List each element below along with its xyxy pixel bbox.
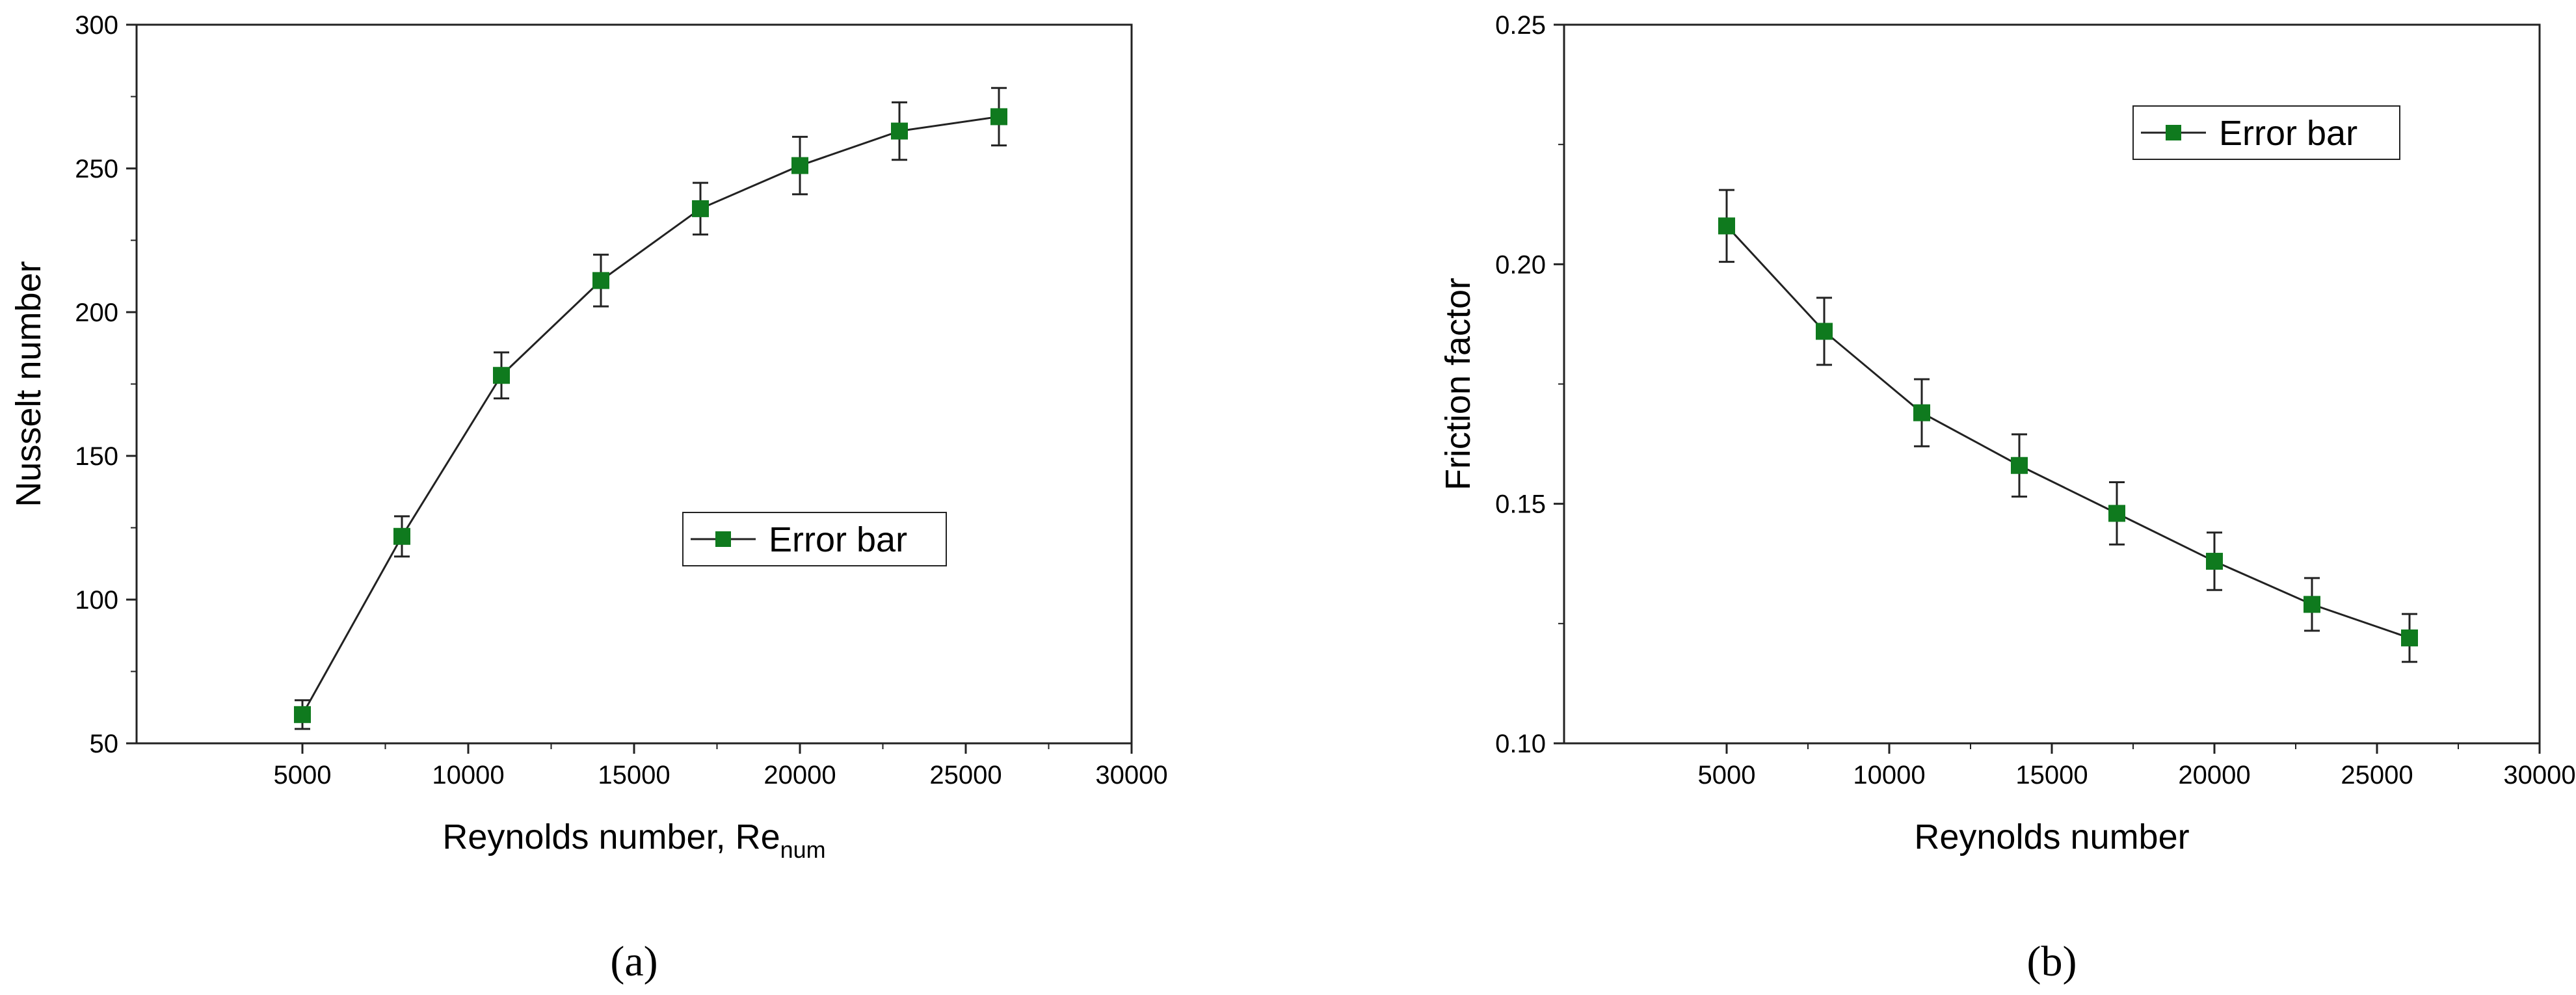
y-tick-label: 100: [75, 586, 118, 615]
x-axis-title-a: Reynolds number, Renum: [442, 817, 825, 863]
x-axis-ticks-b: 5000 10000 15000 20000 25000 30000: [1698, 743, 2576, 789]
legend-marker-b: [2166, 125, 2181, 140]
plot-area-a: [135, 23, 1133, 745]
data-point: [990, 108, 1007, 126]
data-point: [891, 122, 908, 140]
x-tick-label: 30000: [2503, 761, 2575, 789]
data-point: [592, 272, 609, 289]
x-tick-label: 5000: [274, 761, 332, 789]
legend-a: Error bar: [682, 512, 947, 566]
series-line: [301, 115, 1000, 715]
y-tick-label: 0.25: [1495, 11, 1546, 40]
y-tick-label: 50: [90, 730, 119, 758]
x-tick-label: 5000: [1698, 761, 1756, 789]
data-point: [2108, 505, 2125, 522]
data-point: [791, 157, 808, 174]
x-axis-title-a-main: Reynolds number, Re: [442, 817, 780, 856]
y-axis-title-a: Nusselt number: [9, 261, 48, 507]
y-axis-title-b: Friction factor: [1439, 278, 1478, 490]
y-axis-ticks-a: 50 100 150 200 250 300: [75, 11, 137, 758]
x-tick-label: 30000: [1095, 761, 1167, 789]
data-point: [692, 200, 709, 217]
x-axis-title-b: Reynolds number: [1914, 817, 2189, 856]
panel-label-b: (b): [2027, 938, 2077, 985]
chart-panel-a: 5000 10000 15000 20000 25000 30000 50 100 150 20…: [9, 11, 1168, 985]
x-tick-label: 15000: [2015, 761, 2088, 789]
y-tick-label: 150: [75, 442, 118, 471]
y-tick-label: 0.20: [1495, 250, 1546, 279]
series-a: [294, 86, 1007, 730]
data-point: [1718, 217, 1735, 235]
data-point: [493, 367, 510, 384]
legend-label-b: Error bar: [2219, 114, 2357, 153]
legend-b: Error bar: [2132, 105, 2400, 160]
legend-marker-a: [715, 531, 731, 547]
x-axis-title-a-subscript: num: [780, 836, 826, 863]
chart-panel-b: 5000 10000 15000 20000 25000 30000 0.100.150.…: [1439, 11, 2576, 985]
series-line: [1725, 225, 2410, 639]
x-tick-label: 10000: [432, 761, 504, 789]
data-point: [2011, 457, 2028, 474]
x-tick-label: 20000: [764, 761, 836, 789]
y-axis-ticks-b: 0.10 0.15 0.20 0.25: [1495, 11, 1564, 758]
data-point: [2401, 629, 2418, 646]
x-tick-label: 15000: [598, 761, 670, 789]
y-tick-label: 250: [75, 155, 118, 183]
x-tick-label: 25000: [929, 761, 1002, 789]
x-tick-label: 20000: [2178, 761, 2250, 789]
y-tick-label: 200: [75, 298, 118, 327]
data-point: [294, 706, 311, 723]
y-tick-label: 0.10: [1495, 730, 1546, 758]
data-point: [1913, 404, 1930, 421]
y-tick-label: 0.15: [1495, 490, 1546, 519]
x-axis-ticks-a: 5000 10000 15000 20000 25000 30000: [274, 743, 1168, 789]
series-b: [1718, 189, 2418, 663]
y-tick-label: 300: [75, 11, 118, 40]
data-point: [2206, 553, 2223, 570]
x-tick-label: 10000: [1853, 761, 1925, 789]
data-point: [1816, 323, 1833, 340]
data-point: [393, 527, 410, 545]
legend-label-a: Error bar: [769, 520, 907, 559]
panel-label-a: (a): [610, 938, 657, 985]
data-point: [2304, 596, 2320, 613]
x-tick-label: 25000: [2341, 761, 2413, 789]
